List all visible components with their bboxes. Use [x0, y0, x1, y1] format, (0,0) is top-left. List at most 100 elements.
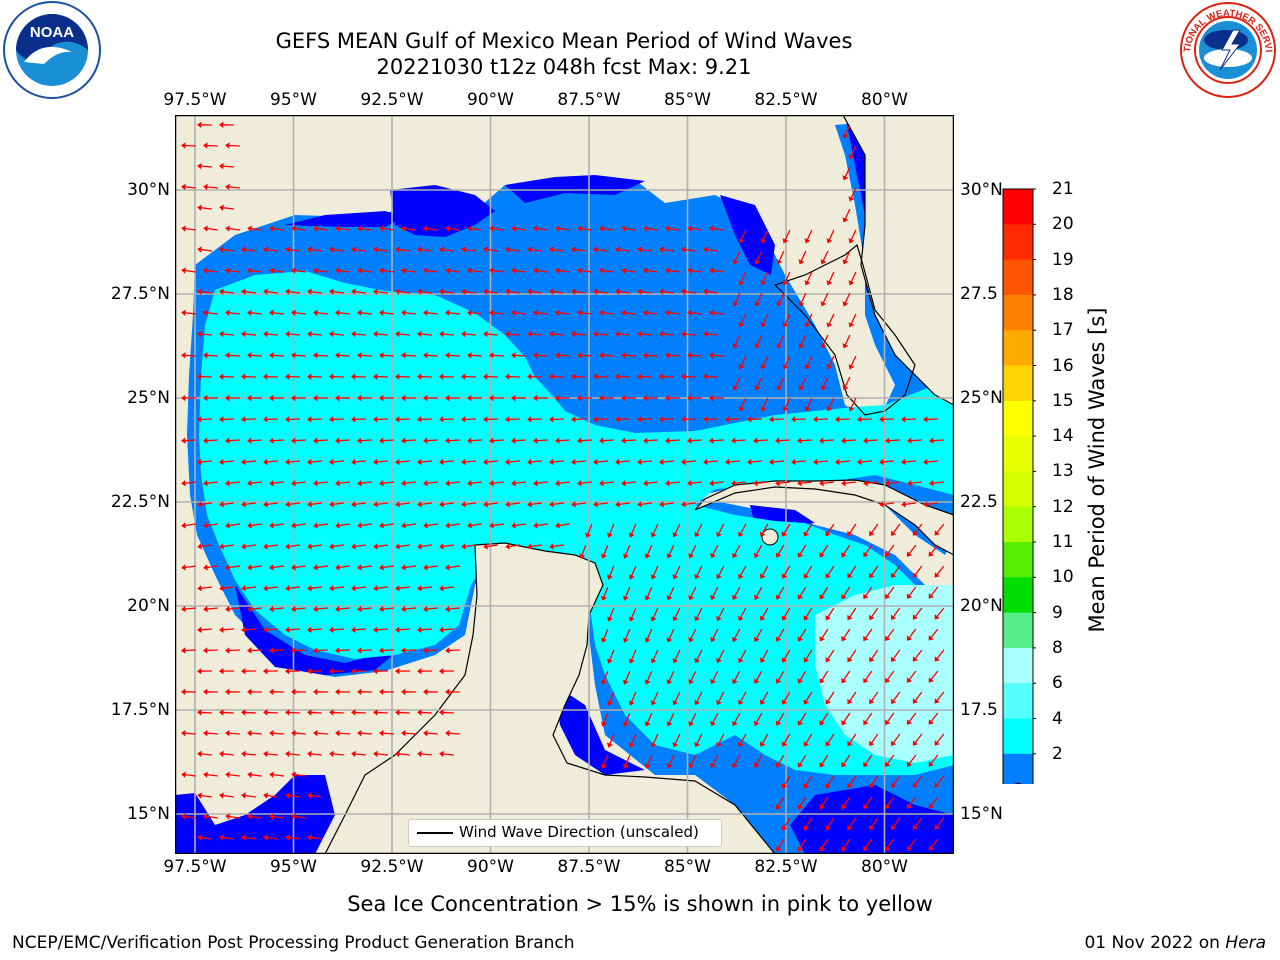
wave-arrow-shaft — [376, 628, 388, 631]
wave-arrow-head — [263, 834, 268, 841]
wave-arrow-shaft — [777, 628, 785, 639]
wave-arrow-head — [754, 259, 761, 265]
wave-arrow-shaft — [294, 523, 306, 527]
wave-arrow-shaft — [712, 354, 724, 357]
wave-arrow-head — [423, 688, 428, 695]
wave-arrow-shaft — [398, 460, 410, 463]
wave-arrow-shaft — [354, 753, 366, 756]
wave-arrow-shaft — [799, 838, 807, 849]
wave-arrow-head — [759, 531, 766, 537]
wave-arrow-head — [644, 721, 651, 727]
wave-arrow-head — [928, 719, 934, 725]
wave-arrow-head — [797, 437, 802, 444]
wave-arrow-shaft — [618, 248, 630, 252]
colorbar-tick-label: 12 — [1052, 496, 1074, 517]
wave-arrow-head — [694, 657, 701, 664]
wave-arrow-head — [628, 658, 635, 664]
wave-arrow-head — [445, 480, 450, 487]
wave-arrow-head — [291, 437, 296, 444]
wave-arrow-head — [329, 416, 334, 423]
wave-arrow-shaft — [625, 628, 631, 640]
wave-arrow-head — [379, 522, 384, 529]
wave-arrow-head — [709, 225, 714, 232]
wave-arrow-shaft — [492, 227, 504, 231]
wave-arrow-head — [665, 225, 670, 232]
wave-arrow-shaft — [448, 439, 460, 442]
wave-arrow-head — [863, 719, 869, 726]
wave-arrow-head — [643, 352, 648, 359]
wave-arrow-shaft — [470, 354, 482, 357]
wave-arrow-head — [225, 437, 230, 444]
wave-arrow-head — [461, 246, 466, 253]
wave-arrow-shaft — [734, 376, 741, 388]
wave-arrow-head — [803, 699, 810, 705]
wave-arrow-head — [891, 656, 897, 662]
wave-arrow-shaft — [184, 481, 196, 484]
wave-arrow-shaft — [338, 607, 350, 610]
wave-arrow-head — [731, 437, 736, 444]
lon-tick-label: 97.5°W — [163, 857, 227, 877]
wave-arrow-head — [665, 437, 670, 444]
wave-arrow-head — [225, 688, 230, 695]
coastline — [324, 115, 954, 854]
wave-arrow-head — [203, 605, 208, 613]
wave-arrow-head — [847, 698, 853, 705]
wave-arrow-head — [467, 480, 472, 487]
wave-arrow-shaft — [332, 248, 344, 252]
wave-arrow-head — [732, 552, 738, 559]
wave-arrow-head — [891, 782, 897, 788]
wave-arrow-head — [555, 394, 560, 402]
lon-tick-label: 80°W — [861, 857, 908, 877]
wave-arrow-head — [681, 501, 686, 508]
wave-arrow-head — [423, 309, 428, 316]
wave-arrow-head — [710, 594, 716, 601]
wave-arrow-head — [203, 142, 208, 149]
wave-arrow-shaft — [464, 544, 476, 548]
wave-arrow-head — [445, 522, 450, 529]
wave-arrow-shaft — [668, 670, 675, 682]
wave-arrow-shaft — [464, 290, 476, 294]
colorbar-tick-label: 15 — [1052, 390, 1074, 411]
wave-arrow-head — [263, 709, 268, 716]
colorbar-frame — [1002, 188, 1034, 784]
wave-arrow-shaft — [761, 565, 769, 576]
wave-arrow-head — [835, 416, 840, 423]
wave-arrow-shaft — [310, 290, 322, 294]
wave-arrow-head — [804, 280, 811, 286]
wave-arrow-head — [555, 522, 560, 529]
wave-arrow-head — [841, 480, 846, 487]
wave-arrow-head — [181, 813, 186, 820]
wave-arrow-head — [732, 385, 739, 391]
wave-arrow-shaft — [822, 376, 829, 388]
wave-arrow-head — [555, 267, 560, 274]
wave-arrow-head — [731, 480, 736, 487]
wave-arrow-shaft — [288, 502, 300, 506]
wave-arrow-head — [247, 309, 252, 316]
wave-arrow-shaft — [222, 628, 234, 631]
wave-arrow-head — [760, 238, 767, 244]
wave-arrow-head — [379, 394, 384, 402]
wave-arrow-head — [489, 394, 494, 402]
wave-arrow-head — [197, 163, 202, 170]
wave-arrow-shaft — [850, 229, 857, 241]
wave-arrow-head — [417, 373, 422, 380]
wave-arrow-head — [511, 522, 516, 529]
wave-arrow-head — [483, 373, 488, 380]
wave-arrow-head — [825, 699, 831, 705]
wave-arrow-shaft — [888, 439, 900, 442]
wave-arrow-head — [285, 458, 290, 466]
wave-arrow-shaft — [778, 292, 785, 304]
wave-arrow-shaft — [806, 313, 813, 325]
wave-arrow-shaft — [228, 774, 240, 777]
wave-arrow-shaft — [668, 712, 675, 724]
wave-arrow-head — [923, 416, 928, 423]
wave-arrow-shaft — [332, 753, 344, 756]
wave-arrow-shaft — [354, 248, 366, 252]
noaa-logo-text: NOAA — [30, 24, 74, 41]
wave-arrow-head — [335, 352, 340, 359]
wave-arrow-head — [847, 782, 853, 789]
wave-arrow-shaft — [696, 523, 703, 535]
wave-arrow-head — [445, 730, 450, 737]
wave-arrow-shaft — [470, 523, 482, 527]
wave-arrow-shaft — [228, 481, 240, 484]
